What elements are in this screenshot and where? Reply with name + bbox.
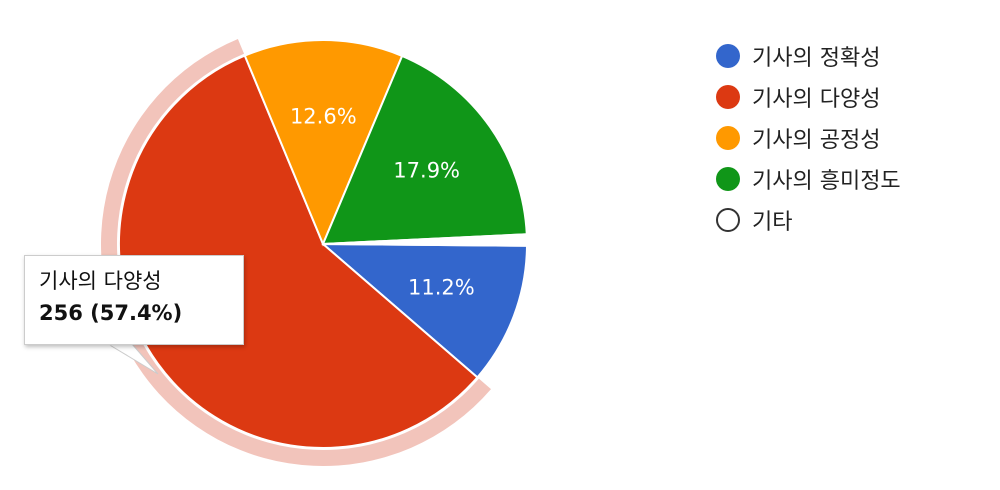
legend-label: 기사의 정확성 [752,46,881,72]
tooltip: 기사의 다양성 256 (57.4%) [24,255,244,345]
legend-label: 기사의 다양성 [752,87,881,113]
legend-item[interactable]: 기사의 공정성 [716,118,901,159]
tooltip-value: 256 (57.4%) [39,301,183,325]
legend-color-dot [716,44,740,69]
slices-layer [118,39,529,449]
legend-item[interactable]: 기사의 흥미정도 [716,158,901,199]
legend-label: 기사의 공정성 [752,127,881,153]
legend-color-dot [716,85,740,110]
slice-label: 12.6% [290,105,357,129]
legend-color-dot [716,207,740,232]
slice-label: 11.2% [408,276,475,300]
highlight-halo-layer [101,38,492,466]
highlight-halo [101,38,492,466]
legend: 기사의 정확성 기사의 다양성 기사의 공정성 기사의 흥미정도 기타 [716,36,901,240]
legend-label: 기타 [752,209,793,235]
slice-labels-layer: 11.2% 12.6% 17.9% [290,105,475,300]
legend-item[interactable]: 기타 [716,199,901,240]
legend-color-dot [716,166,740,191]
pie-slice[interactable] [321,54,528,246]
legend-item[interactable]: 기사의 다양성 [716,77,901,118]
legend-item[interactable]: 기사의 정확성 [716,36,901,77]
slice-label: 17.9% [393,159,460,183]
pie-slice[interactable] [320,242,529,379]
pie-slice[interactable] [243,39,404,247]
pie-slice[interactable] [322,233,528,247]
legend-color-dot [716,125,740,150]
tooltip-label: 기사의 다양성 [39,269,162,293]
legend-label: 기사의 흥미정도 [752,168,901,194]
